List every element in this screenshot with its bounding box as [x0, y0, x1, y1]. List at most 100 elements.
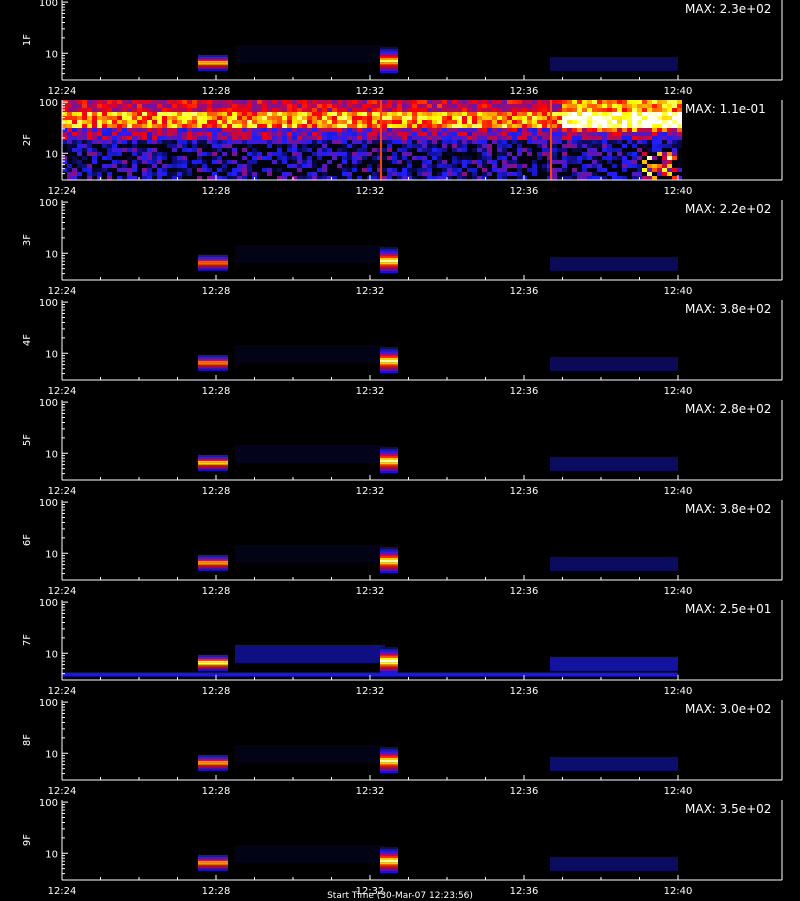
x-tick-label: 12:24 — [48, 686, 77, 697]
x-tick-label: 12:40 — [664, 886, 693, 897]
spectrogram-9F: 10 100 12:24 12:28 12:32 12:36 12:40 9F MAX: 3.5… — [22, 798, 783, 897]
x-tick-label: 12:36 — [510, 486, 539, 497]
x-tick-label: 12:36 — [510, 386, 539, 397]
spectrogram-6F: 10 100 12:24 12:28 12:32 12:36 12:40 6F MAX: 3.8… — [22, 498, 783, 597]
y-tick-label: 100 — [39, 698, 58, 709]
y-tick-label: 10 — [45, 49, 58, 60]
x-tick-label: 12:32 — [356, 686, 385, 697]
x-tick-label: 12:28 — [202, 786, 231, 797]
x-tick-label: 12:36 — [510, 586, 539, 597]
x-tick-label: 12:32 — [356, 586, 385, 597]
spectrogram-8F: 10 100 12:24 12:28 12:32 12:36 12:40 8F MAX: 3.0… — [22, 698, 783, 797]
spectrogram-5F: 10 100 12:24 12:28 12:32 12:36 12:40 5F MAX: 2.8… — [22, 398, 783, 497]
x-tick-label: 12:36 — [510, 186, 539, 197]
x-tick-label: 12:28 — [202, 886, 231, 897]
panel-label: 5F — [22, 434, 33, 446]
x-tick-label: 12:24 — [48, 786, 77, 797]
max-value-label: MAX: 2.8e+02 — [685, 402, 771, 416]
x-tick-label: 12:32 — [356, 886, 385, 897]
x-tick-label: 12:24 — [48, 86, 77, 97]
x-tick-label: 12:24 — [48, 486, 77, 497]
x-tick-label: 12:40 — [664, 186, 693, 197]
x-tick-label: 12:40 — [664, 786, 693, 797]
panel-3F: 10 100 12:24 12:28 12:32 12:36 12:40 3F MAX: 2.2… — [0, 198, 800, 300]
y-tick-label: 100 — [39, 298, 58, 309]
y-tick-label: 10 — [45, 449, 58, 460]
y-tick-label: 100 — [39, 0, 58, 9]
x-tick-label: 12:24 — [48, 886, 77, 897]
x-tick-label: 12:40 — [664, 286, 693, 297]
y-tick-label: 10 — [45, 649, 58, 660]
y-tick-label: 100 — [39, 398, 58, 409]
y-tick-label: 10 — [45, 149, 58, 160]
panel-2F: 10 100 12:24 12:28 12:32 12:36 12:40 2F MAX: 1.1… — [0, 98, 800, 200]
x-tick-label: 12:32 — [356, 186, 385, 197]
spectrogram-2F: 10 100 12:24 12:28 12:32 12:36 12:40 2F MAX: 1.1… — [22, 98, 783, 197]
y-tick-label: 10 — [45, 349, 58, 360]
max-value-label: MAX: 1.1e-01 — [685, 102, 766, 116]
x-tick-label: 12:28 — [202, 186, 231, 197]
y-tick-label: 100 — [39, 598, 58, 609]
x-tick-label: 12:32 — [356, 786, 385, 797]
y-tick-label: 10 — [45, 849, 58, 860]
max-value-label: MAX: 3.0e+02 — [685, 702, 771, 716]
panel-7F: 10 100 12:24 12:28 12:32 12:36 12:40 7F MAX: 2.5… — [0, 598, 800, 700]
x-tick-label: 12:32 — [356, 486, 385, 497]
max-value-label: MAX: 3.8e+02 — [685, 302, 771, 316]
x-tick-label: 12:36 — [510, 786, 539, 797]
max-value-label: MAX: 2.2e+02 — [685, 202, 771, 216]
x-tick-label: 12:40 — [664, 586, 693, 597]
panel-label: 2F — [22, 134, 33, 146]
x-tick-label: 12:32 — [356, 286, 385, 297]
spectrogram-image — [198, 244, 678, 274]
spectrogram-image — [198, 544, 678, 574]
x-tick-label: 12:36 — [510, 86, 539, 97]
panel-8F: 10 100 12:24 12:28 12:32 12:36 12:40 8F MAX: 3.0… — [0, 698, 800, 800]
y-tick-label: 100 — [39, 198, 58, 209]
spectrogram-image — [198, 44, 678, 74]
spectrogram-image — [198, 744, 678, 774]
x-axis-title: Start Time (30-Mar-07 12:23:56) — [327, 891, 473, 901]
x-tick-label: 12:40 — [664, 386, 693, 397]
y-tick-label: 100 — [39, 498, 58, 509]
x-tick-label: 12:28 — [202, 486, 231, 497]
x-tick-label: 12:28 — [202, 586, 231, 597]
x-tick-label: 12:28 — [202, 686, 231, 697]
panel-label: 7F — [22, 634, 33, 646]
max-value-label: MAX: 2.5e+01 — [685, 602, 771, 616]
spectrogram-4F: 10 100 12:24 12:28 12:32 12:36 12:40 4F MAX: 3.8… — [22, 298, 783, 397]
spectrogram-image — [198, 444, 678, 474]
x-tick-label: 12:36 — [510, 886, 539, 897]
panel-label: 3F — [22, 234, 33, 246]
x-tick-label: 12:24 — [48, 186, 77, 197]
y-tick-label: 100 — [39, 798, 58, 809]
x-tick-label: 12:24 — [48, 286, 77, 297]
panel-6F: 10 100 12:24 12:28 12:32 12:36 12:40 6F MAX: 3.8… — [0, 498, 800, 600]
x-tick-label: 12:24 — [48, 386, 77, 397]
spectrogram-image — [62, 644, 678, 677]
panel-1F: 10 100 12:24 12:28 12:32 12:36 12:40 1F MAX: 2.3… — [0, 0, 800, 100]
panel-label: 1F — [22, 34, 33, 46]
x-tick-label: 12:36 — [510, 286, 539, 297]
spectrogram-image — [62, 100, 682, 180]
spectrogram-3F: 10 100 12:24 12:28 12:32 12:36 12:40 3F MAX: 2.2… — [22, 198, 783, 297]
panel-4F: 10 100 12:24 12:28 12:32 12:36 12:40 4F MAX: 3.8… — [0, 298, 800, 400]
panel-label: 8F — [22, 734, 33, 746]
spectrogram-image — [198, 344, 678, 374]
panel-label: 9F — [22, 834, 33, 846]
x-tick-label: 12:24 — [48, 586, 77, 597]
max-value-label: MAX: 3.8e+02 — [685, 502, 771, 516]
panel-5F: 10 100 12:24 12:28 12:32 12:36 12:40 5F MAX: 2.8… — [0, 398, 800, 500]
y-tick-label: 10 — [45, 249, 58, 260]
x-tick-label: 12:32 — [356, 86, 385, 97]
spectrogram-7F: 10 100 12:24 12:28 12:32 12:36 12:40 7F MAX: 2.5… — [22, 598, 783, 697]
x-tick-label: 12:32 — [356, 386, 385, 397]
panel-label: 6F — [22, 534, 33, 546]
y-tick-label: 10 — [45, 749, 58, 760]
spectrogram-image — [198, 844, 678, 874]
max-value-label: MAX: 3.5e+02 — [685, 802, 771, 816]
x-tick-label: 12:40 — [664, 86, 693, 97]
x-tick-label: 12:28 — [202, 86, 231, 97]
x-tick-label: 12:28 — [202, 386, 231, 397]
x-tick-label: 12:40 — [664, 686, 693, 697]
